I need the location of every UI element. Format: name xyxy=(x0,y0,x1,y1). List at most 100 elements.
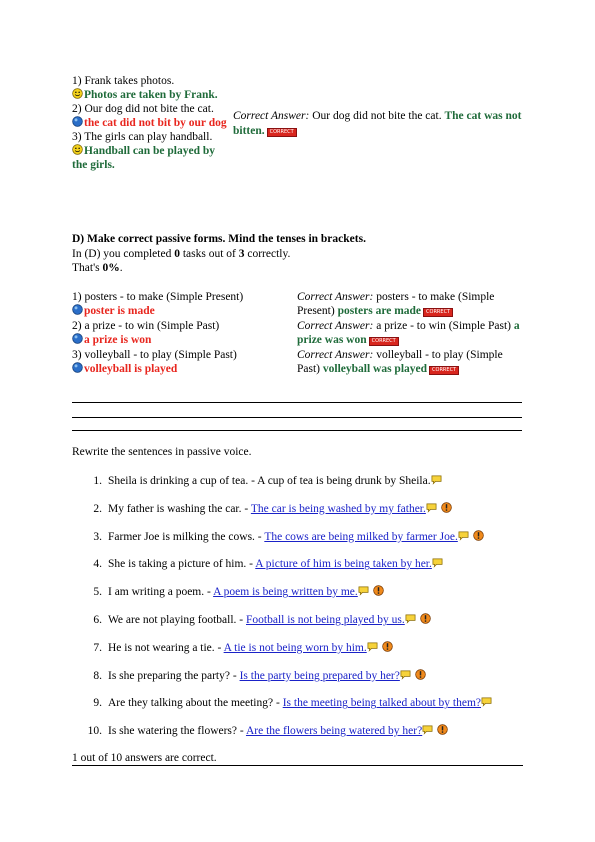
item-number: 8. xyxy=(93,669,102,682)
hint-icon xyxy=(358,586,369,596)
hint-icon xyxy=(400,670,411,679)
correct-answer-text: volleyball was played xyxy=(322,363,428,375)
prompt: Farmer Joe is milking the cows. - xyxy=(108,530,262,543)
answer-text: poster is made xyxy=(84,305,155,317)
answer-text: A cup of tea is being drunk by Sheila. xyxy=(257,475,431,487)
correct-badge: CORRECT xyxy=(429,366,460,375)
warning-icon xyxy=(381,640,393,652)
answer-link[interactable]: A poem is being written by me. xyxy=(213,586,358,599)
score-text: That's xyxy=(72,262,100,274)
correct-answer-text: posters are made xyxy=(337,305,422,317)
hint-icon xyxy=(481,697,492,707)
correct-question: a prize - to win (Simple Past) xyxy=(376,320,512,332)
score-value: 0% xyxy=(102,262,120,274)
wrong-icon xyxy=(72,362,83,373)
answer-link[interactable]: A picture of him is being taken by her. xyxy=(255,558,432,571)
item-number: 1. xyxy=(93,475,102,487)
question: 2) Our dog did not bite the cat. xyxy=(72,102,228,116)
answer: volleyball is played xyxy=(72,362,292,376)
completed-count: 0 xyxy=(174,248,180,260)
list-item: 5. I am writing a poem. - A poem is being… xyxy=(80,585,530,599)
prompt: She is taking a picture of him. - xyxy=(108,558,253,571)
total-count: 3 xyxy=(238,248,245,260)
warning-icon xyxy=(472,529,484,541)
question-text: The girls can play handball. xyxy=(84,131,213,143)
warning-icon xyxy=(440,501,452,513)
question-text: Our dog did not bite the cat. xyxy=(84,103,214,115)
list-item: 7. He is not wearing a tie. - A tie is no… xyxy=(80,640,530,655)
question-block: 2) a prize - to win (Simple Past) a prize… xyxy=(72,319,292,347)
result: 1 out of 10 answers are correct. xyxy=(72,751,523,766)
list-item: 9. Are they talking about the meeting? - … xyxy=(80,696,530,710)
answer: Photos are taken by Frank. xyxy=(72,88,228,102)
correct-label: Correct Answer: xyxy=(297,320,374,332)
answer-link[interactable]: A tie is not being worn by him. xyxy=(223,641,367,654)
correct-question: Our dog did not bite the cat. xyxy=(312,110,442,122)
question: 1) Frank takes photos. xyxy=(72,74,228,88)
item-number: 2. xyxy=(93,502,102,515)
correct-badge: CORRECT xyxy=(368,337,399,346)
list-item: 2. My father is washing the car. - The ca… xyxy=(80,501,530,516)
item-number: 10. xyxy=(87,725,102,738)
item-number: 1) xyxy=(72,291,82,303)
question-text: volleyball - to play (Simple Past) xyxy=(84,349,237,361)
wrong-icon xyxy=(72,116,83,127)
correct-answer: Correct Answer: a prize - to win (Simple… xyxy=(297,319,527,347)
answer-link[interactable]: The cows are being milked by farmer Joe. xyxy=(264,530,458,543)
rule xyxy=(72,417,522,418)
correct-label: Correct Answer: xyxy=(297,291,374,303)
prompt: Is she watering the flowers? - xyxy=(108,725,244,738)
question-text: Frank takes photos. xyxy=(84,75,175,87)
item-number: 9. xyxy=(93,697,102,710)
answer: poster is made xyxy=(72,304,292,318)
section-title: D) Make correct passive forms. Mind the … xyxy=(72,233,366,245)
warning-icon xyxy=(414,668,426,680)
rule xyxy=(72,402,522,403)
answer-link[interactable]: Football is not being played by us. xyxy=(246,614,405,626)
item-number: 3) xyxy=(72,131,82,143)
answer-link[interactable]: The car is being washed by my father. xyxy=(250,502,426,515)
answer-text: a prize is won xyxy=(84,334,152,346)
prompt: Sheila is drinking a cup of tea. - xyxy=(108,475,255,487)
answer-link[interactable]: Is the party being prepared by her? xyxy=(239,669,400,682)
item-number: 6. xyxy=(93,614,102,626)
correct-label: Correct Answer: xyxy=(297,349,374,361)
question: 3) The girls can play handball. xyxy=(72,130,228,144)
correct-answer: Correct Answer: posters - to make (Simpl… xyxy=(297,290,527,318)
smiley-icon xyxy=(72,144,83,155)
list-item: 8. Is she preparing the party? - Is the p… xyxy=(80,668,530,683)
item-number: 1) xyxy=(72,75,82,87)
answer-link[interactable]: Are the flowers being watered by her? xyxy=(245,725,423,738)
list-item: 3. Farmer Joe is milking the cows. - The … xyxy=(80,529,530,544)
correct-badge: CORRECT xyxy=(423,308,454,317)
correct-answer-text: The cat was not bitten. xyxy=(233,110,522,137)
prompt: I am writing a poem. - xyxy=(108,586,211,599)
item-number: 7. xyxy=(93,641,102,654)
answer-text: volleyball is played xyxy=(84,363,178,375)
answer: Handball can be played by the girls. xyxy=(72,144,228,172)
prompt: He is not wearing a tie. - xyxy=(108,641,222,654)
correct-answer-text: a prize was won xyxy=(297,320,520,346)
instruction: Rewrite the sentences in passive voice. xyxy=(72,446,252,458)
exercise-c-answers: 1) Frank takes photos. Photos are taken … xyxy=(72,74,228,172)
hint-icon xyxy=(431,475,442,484)
question-text: a prize - to win (Simple Past) xyxy=(84,320,220,332)
list-item: 10. Is she watering the flowers? - Are th… xyxy=(80,724,530,738)
answer-link[interactable]: Is the meeting being talked about by the… xyxy=(282,697,482,710)
correct-label: Correct Answer: xyxy=(233,110,310,122)
question: 2) a prize - to win (Simple Past) xyxy=(72,319,292,333)
answer: the cat did not bit by our dog xyxy=(72,116,228,130)
summary: In (D) you completed 0 tasks out of 3 co… xyxy=(72,248,290,260)
list-item: 1. Sheila is drinking a cup of tea. - A c… xyxy=(80,474,530,488)
smiley-icon xyxy=(72,88,83,99)
prompt: My father is washing the car. - xyxy=(108,502,249,515)
item-number: 4. xyxy=(93,558,102,571)
item-number: 2) xyxy=(72,320,82,332)
score-text: . xyxy=(119,262,123,274)
prompt: Are they talking about the meeting? - xyxy=(108,697,280,710)
prompt: We are not playing football. - xyxy=(108,614,244,626)
correct-answer: Correct Answer: Our dog did not bite the… xyxy=(233,109,525,139)
question: 1) posters - to make (Simple Present) xyxy=(72,290,292,304)
list-item: 6. We are not playing football. - Footbal… xyxy=(80,613,530,627)
